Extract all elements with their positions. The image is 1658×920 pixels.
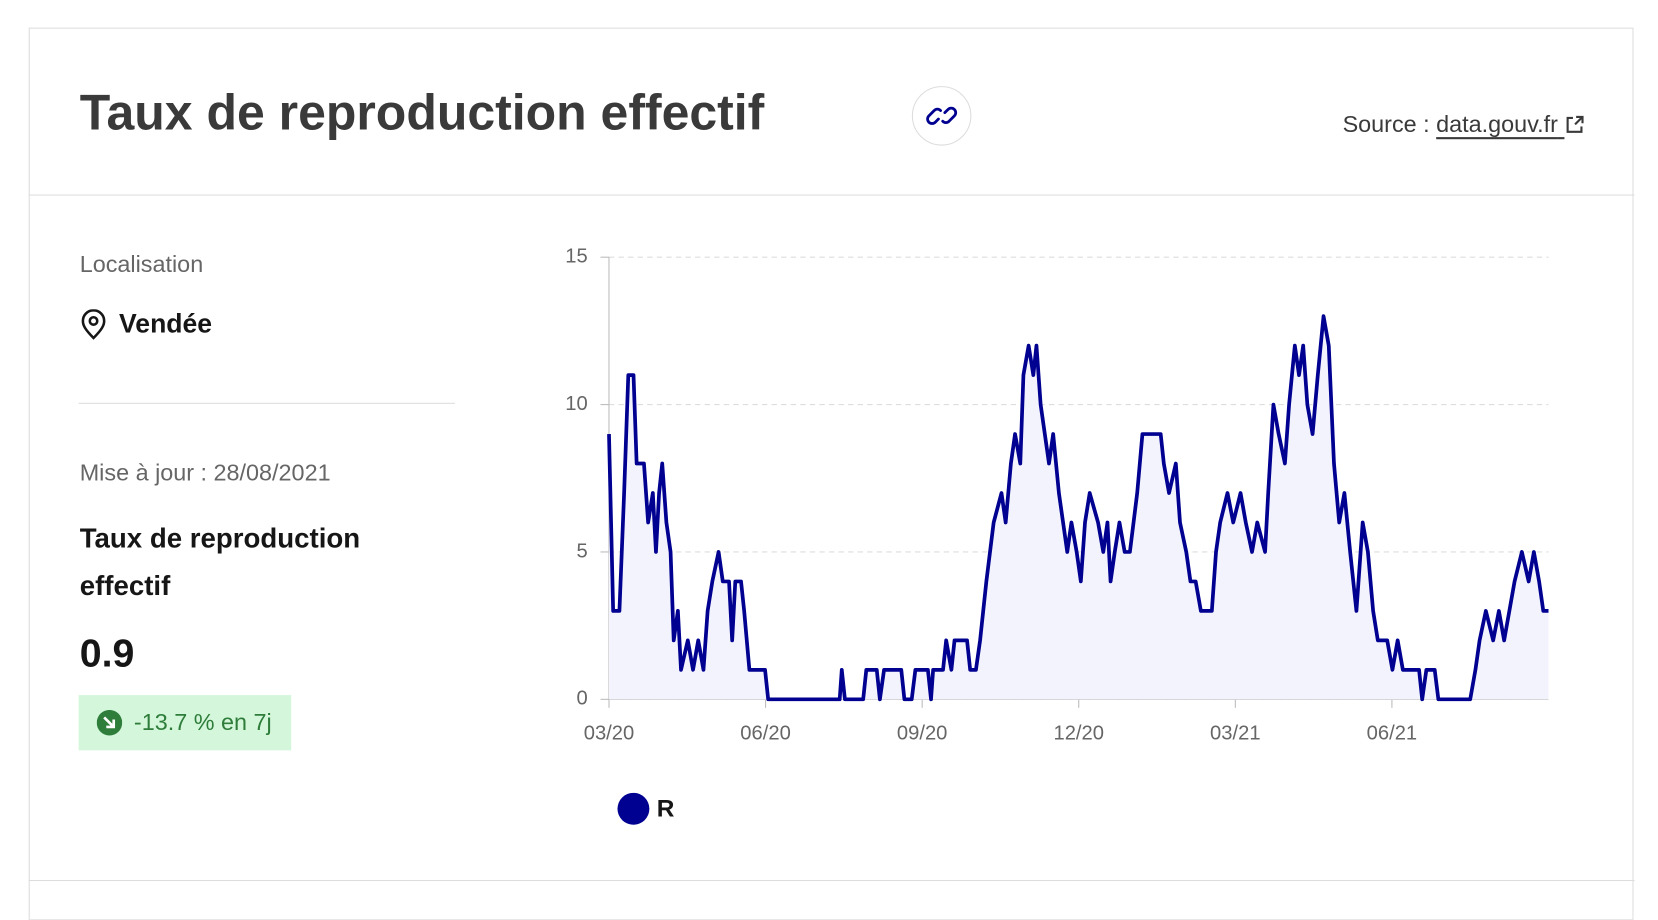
link-icon: [926, 106, 958, 125]
external-icon: [1566, 115, 1584, 133]
x-tick-label: 06/20: [740, 723, 791, 745]
updated: Mise à jour : 28/08/2021: [79, 459, 331, 486]
location-label: Localisation: [79, 250, 204, 278]
divider: [28, 879, 1635, 882]
arrow-icon: [96, 709, 123, 736]
source-link-text: data.gouv.fr: [1436, 110, 1558, 138]
x-tick-label: 03/21: [1210, 723, 1261, 745]
location: Vendée: [119, 309, 213, 340]
source: Source : data.gouv.fr: [1343, 111, 1586, 139]
legend-swatch: [617, 792, 650, 825]
page: Taux de reproduction effectif Source : d…: [28, 27, 1635, 920]
indicator-title: Taux de reproduction effectif: [79, 521, 361, 602]
line: [607, 314, 1549, 702]
source-link[interactable]: data.gouv.fr: [1436, 110, 1586, 138]
change: -13.7 % en 7j: [133, 708, 272, 736]
x-tick-label: 03/20: [584, 723, 635, 745]
divider: [78, 402, 455, 404]
x-tick-label: 09/20: [897, 723, 948, 745]
link-button[interactable]: [911, 86, 972, 146]
indicator-value: 0.9: [79, 631, 135, 675]
page-title: Taux de reproduction effectif: [79, 83, 765, 141]
card-container: Taux de reproduction effectif Source : d…: [28, 27, 1635, 920]
y-tick-label: 5: [576, 540, 587, 562]
change-badge: -13.7 % en 7j: [78, 695, 292, 751]
y-tick-label: 10: [565, 393, 587, 415]
x-tick-label: 12/20: [1053, 723, 1104, 745]
y-tick-label: 0: [576, 688, 587, 710]
area: [608, 316, 1549, 700]
x-tick-label: 06/21: [1367, 723, 1418, 745]
y-tick-label: 15: [565, 246, 587, 268]
source-label: Source :: [1342, 110, 1430, 138]
pin-icon: [81, 309, 106, 340]
divider: [28, 194, 1635, 196]
legend-label: R: [657, 795, 675, 822]
chart: 0 5 10 15 03/20 06/20 09/20 12/20 03/21 06/21 R: [565, 246, 1549, 825]
